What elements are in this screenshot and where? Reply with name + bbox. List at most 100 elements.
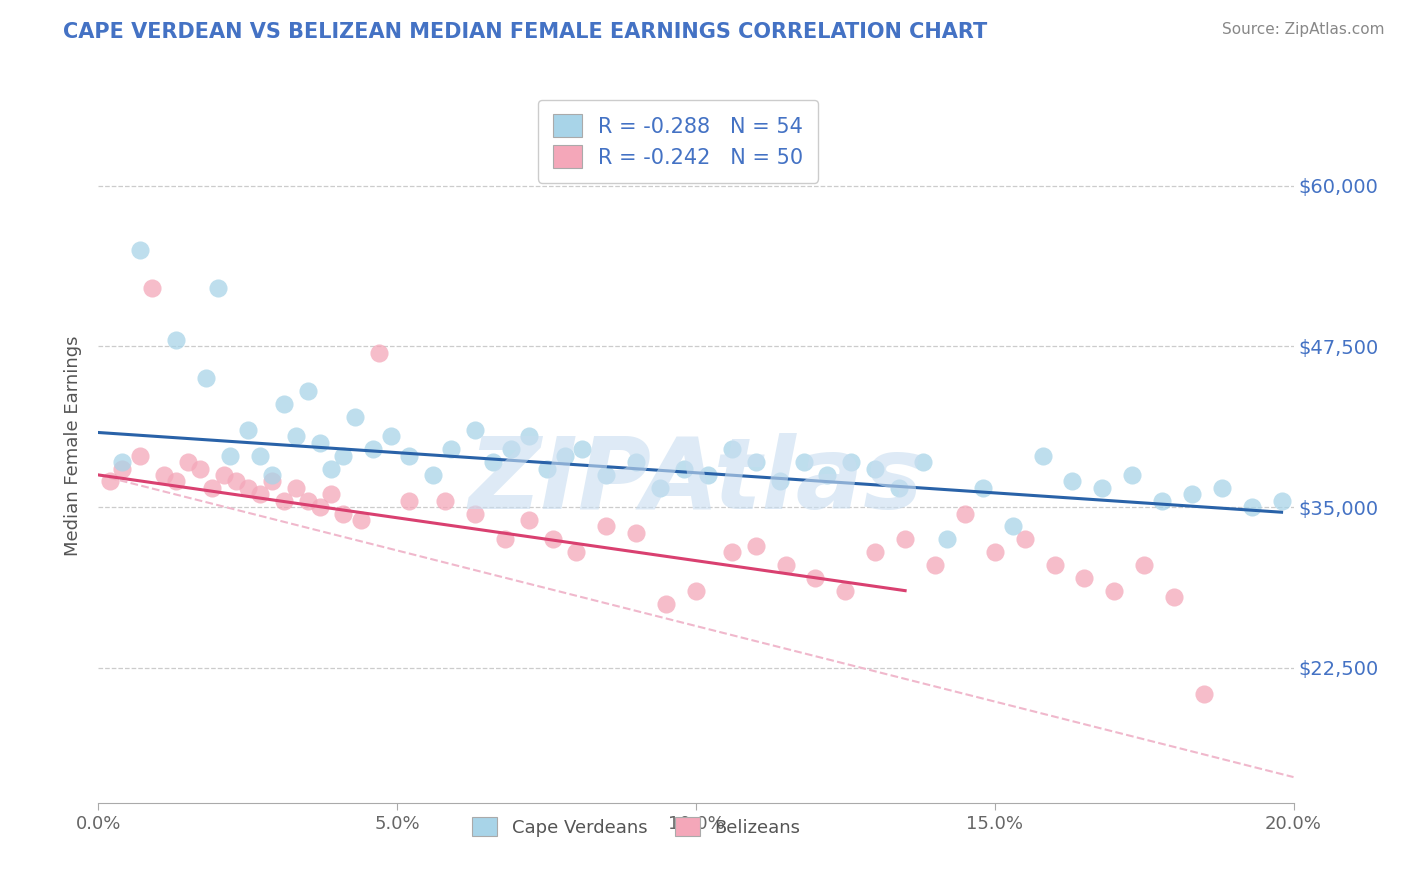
Point	[1192, 686, 1215, 700]
Point	[368, 345, 391, 359]
Point	[201, 481, 224, 495]
Point	[1001, 519, 1024, 533]
Point	[571, 442, 593, 457]
Point	[721, 442, 744, 457]
Point	[188, 461, 211, 475]
Point	[499, 442, 522, 457]
Point	[273, 397, 295, 411]
Point	[894, 533, 917, 547]
Point	[775, 558, 797, 572]
Point	[129, 449, 152, 463]
Point	[344, 410, 367, 425]
Point	[1043, 558, 1066, 572]
Point	[655, 597, 678, 611]
Point	[865, 461, 887, 475]
Point	[865, 545, 887, 559]
Point	[225, 475, 247, 489]
Point	[260, 467, 283, 482]
Point	[260, 475, 283, 489]
Point	[595, 519, 617, 533]
Point	[440, 442, 463, 457]
Point	[517, 513, 540, 527]
Point	[195, 371, 218, 385]
Point	[721, 545, 744, 559]
Point	[1271, 493, 1294, 508]
Point	[1133, 558, 1156, 572]
Point	[1032, 449, 1054, 463]
Point	[297, 493, 319, 508]
Point	[332, 449, 354, 463]
Point	[673, 461, 696, 475]
Point	[1240, 500, 1263, 514]
Point	[936, 533, 959, 547]
Point	[464, 507, 486, 521]
Point	[745, 455, 768, 469]
Point	[212, 467, 235, 482]
Point	[308, 500, 330, 514]
Text: Source: ZipAtlas.com: Source: ZipAtlas.com	[1222, 22, 1385, 37]
Point	[236, 481, 259, 495]
Point	[363, 442, 385, 457]
Point	[565, 545, 588, 559]
Point	[1152, 493, 1174, 508]
Point	[219, 449, 242, 463]
Point	[165, 333, 187, 347]
Point	[536, 461, 558, 475]
Point	[834, 583, 856, 598]
Point	[398, 493, 420, 508]
Point	[284, 429, 307, 443]
Point	[236, 423, 259, 437]
Point	[249, 449, 271, 463]
Point	[321, 461, 343, 475]
Point	[1211, 481, 1233, 495]
Point	[1091, 481, 1114, 495]
Point	[984, 545, 1007, 559]
Point	[1073, 571, 1095, 585]
Point	[912, 455, 935, 469]
Point	[141, 281, 163, 295]
Point	[697, 467, 720, 482]
Point	[972, 481, 994, 495]
Point	[650, 481, 672, 495]
Point	[626, 455, 648, 469]
Point	[554, 449, 576, 463]
Point	[595, 467, 617, 482]
Point	[626, 525, 648, 540]
Point	[953, 507, 976, 521]
Point	[889, 481, 911, 495]
Point	[1104, 583, 1126, 598]
Point	[1121, 467, 1143, 482]
Point	[745, 539, 768, 553]
Point	[1163, 590, 1185, 604]
Point	[517, 429, 540, 443]
Point	[207, 281, 229, 295]
Point	[177, 455, 200, 469]
Point	[321, 487, 343, 501]
Point	[308, 435, 330, 450]
Legend: Cape Verdeans, Belizeans: Cape Verdeans, Belizeans	[465, 810, 807, 844]
Point	[924, 558, 946, 572]
Point	[434, 493, 457, 508]
Point	[398, 449, 420, 463]
Point	[332, 507, 354, 521]
Point	[793, 455, 815, 469]
Point	[111, 461, 134, 475]
Text: CAPE VERDEAN VS BELIZEAN MEDIAN FEMALE EARNINGS CORRELATION CHART: CAPE VERDEAN VS BELIZEAN MEDIAN FEMALE E…	[63, 22, 987, 42]
Point	[685, 583, 707, 598]
Point	[841, 455, 863, 469]
Point	[1014, 533, 1036, 547]
Point	[350, 513, 373, 527]
Point	[494, 533, 516, 547]
Point	[98, 475, 122, 489]
Text: ZIPAtlas: ZIPAtlas	[468, 434, 924, 530]
Point	[284, 481, 307, 495]
Point	[1062, 475, 1084, 489]
Point	[129, 243, 152, 257]
Point	[769, 475, 792, 489]
Point	[482, 455, 505, 469]
Point	[273, 493, 295, 508]
Point	[249, 487, 271, 501]
Point	[111, 455, 134, 469]
Point	[815, 467, 838, 482]
Point	[1181, 487, 1204, 501]
